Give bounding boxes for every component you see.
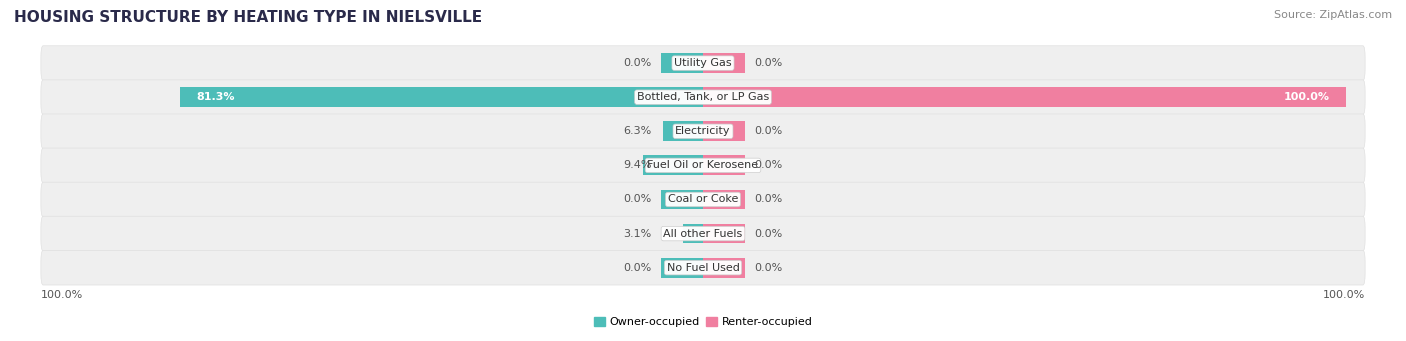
Text: 9.4%: 9.4% [623, 160, 651, 170]
FancyBboxPatch shape [41, 148, 1365, 183]
Text: 3.1%: 3.1% [623, 228, 651, 239]
Text: 81.3%: 81.3% [197, 92, 235, 102]
Text: Source: ZipAtlas.com: Source: ZipAtlas.com [1274, 10, 1392, 20]
Text: 0.0%: 0.0% [755, 58, 783, 68]
Text: Fuel Oil or Kerosene: Fuel Oil or Kerosene [647, 160, 759, 170]
Text: Coal or Coke: Coal or Coke [668, 194, 738, 205]
FancyBboxPatch shape [41, 250, 1365, 285]
Bar [703, 53, 745, 73]
Text: 100.0%: 100.0% [1323, 290, 1365, 300]
Text: Electricity: Electricity [675, 126, 731, 136]
Bar [643, 155, 703, 175]
Text: 6.3%: 6.3% [623, 126, 651, 136]
Text: 100.0%: 100.0% [41, 290, 83, 300]
Bar [662, 121, 703, 141]
Text: No Fuel Used: No Fuel Used [666, 263, 740, 273]
FancyBboxPatch shape [41, 216, 1365, 251]
FancyBboxPatch shape [41, 114, 1365, 149]
Text: 0.0%: 0.0% [755, 160, 783, 170]
Bar [661, 190, 703, 209]
Text: 0.0%: 0.0% [755, 263, 783, 273]
FancyBboxPatch shape [41, 80, 1365, 115]
Bar [703, 224, 745, 243]
Text: 0.0%: 0.0% [755, 126, 783, 136]
Bar [703, 87, 1346, 107]
Bar [683, 224, 703, 243]
Bar [180, 87, 703, 107]
Bar [703, 190, 745, 209]
Text: 0.0%: 0.0% [623, 194, 651, 205]
Text: 0.0%: 0.0% [623, 58, 651, 68]
Legend: Owner-occupied, Renter-occupied: Owner-occupied, Renter-occupied [589, 313, 817, 331]
Text: 100.0%: 100.0% [1284, 92, 1330, 102]
Bar [703, 155, 745, 175]
Text: Utility Gas: Utility Gas [675, 58, 731, 68]
Text: 0.0%: 0.0% [755, 194, 783, 205]
Bar [703, 121, 745, 141]
Text: All other Fuels: All other Fuels [664, 228, 742, 239]
Text: HOUSING STRUCTURE BY HEATING TYPE IN NIELSVILLE: HOUSING STRUCTURE BY HEATING TYPE IN NIE… [14, 10, 482, 25]
Text: Bottled, Tank, or LP Gas: Bottled, Tank, or LP Gas [637, 92, 769, 102]
FancyBboxPatch shape [41, 182, 1365, 217]
FancyBboxPatch shape [41, 46, 1365, 80]
Bar [661, 53, 703, 73]
Text: 0.0%: 0.0% [623, 263, 651, 273]
Bar [703, 258, 745, 278]
Text: 0.0%: 0.0% [755, 228, 783, 239]
Bar [661, 258, 703, 278]
